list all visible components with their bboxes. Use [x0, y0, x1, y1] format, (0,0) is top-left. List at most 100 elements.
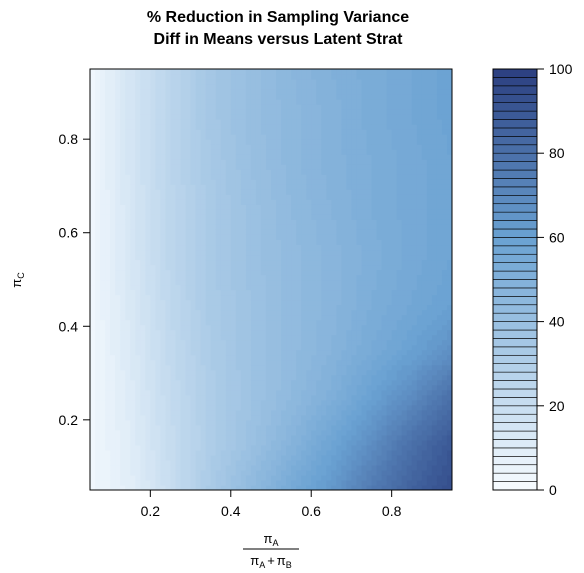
- heatmap-cell: [100, 89, 106, 95]
- heatmap-cell: [291, 349, 297, 356]
- heatmap-cell: [366, 284, 373, 291]
- heatmap-cell: [135, 339, 141, 346]
- heatmap-cell: [125, 294, 131, 301]
- heatmap-cell: [316, 459, 322, 466]
- heatmap-cell: [306, 234, 312, 240]
- heatmap-cell: [346, 144, 353, 150]
- heatmap-cell: [150, 249, 156, 256]
- heatmap-cell: [180, 364, 187, 371]
- heatmap-cell: [341, 364, 348, 371]
- heatmap-cell: [356, 349, 363, 356]
- heatmap-cell: [316, 354, 322, 361]
- heatmap-cell: [100, 344, 106, 351]
- heatmap-cell: [361, 384, 368, 391]
- heatmap-cell: [205, 134, 212, 140]
- heatmap-cell: [135, 294, 141, 301]
- heatmap-cell: [265, 94, 272, 100]
- heatmap-cell: [155, 364, 161, 371]
- heatmap-cell: [351, 164, 358, 170]
- heatmap-cell: [100, 419, 106, 426]
- heatmap-cell: [120, 449, 126, 456]
- heatmap-cell: [190, 444, 197, 451]
- heatmap-cell: [265, 329, 272, 336]
- heatmap-cell: [170, 254, 177, 261]
- heatmap-cell: [180, 239, 187, 246]
- heatmap-cell: [245, 439, 252, 446]
- heatmap-cell: [366, 474, 373, 481]
- heatmap-cell: [175, 74, 182, 80]
- heatmap-cell: [130, 399, 136, 406]
- heatmap-cell: [265, 89, 272, 95]
- heatmap-cell: [306, 414, 312, 421]
- heatmap-cell: [381, 124, 388, 130]
- heatmap-cell: [336, 384, 342, 391]
- heatmap-cell: [276, 189, 282, 195]
- heatmap-cell: [130, 234, 136, 240]
- heatmap-cell: [271, 464, 277, 471]
- heatmap-cell: [225, 229, 232, 235]
- heatmap-cell: [306, 349, 312, 356]
- heatmap-cell: [381, 364, 388, 371]
- heatmap-cell: [306, 484, 312, 490]
- heatmap-cell: [321, 379, 327, 386]
- heatmap-cell: [115, 214, 121, 220]
- heatmap-cell: [376, 244, 383, 251]
- heatmap-cell: [180, 209, 187, 215]
- heatmap-cell: [105, 169, 111, 175]
- heatmap-cell: [296, 424, 302, 431]
- heatmap-cell: [215, 294, 222, 301]
- heatmap-cell: [195, 334, 202, 341]
- heatmap-cell: [195, 429, 202, 436]
- heatmap-cell: [356, 339, 363, 346]
- heatmap-cell: [115, 269, 121, 276]
- heatmap-cell: [235, 204, 242, 210]
- heatmap-cell: [225, 309, 232, 316]
- heatmap-cell: [250, 274, 257, 281]
- heatmap-cell: [351, 269, 358, 276]
- heatmap-cell: [160, 124, 167, 130]
- heatmap-cell: [265, 179, 272, 185]
- heatmap-cell: [381, 159, 388, 165]
- heatmap-cell: [95, 259, 101, 266]
- heatmap-cell: [311, 199, 317, 205]
- heatmap-cell: [110, 299, 116, 306]
- heatmap-cell: [190, 179, 197, 185]
- heatmap-cell: [155, 284, 161, 291]
- heatmap-cell: [130, 224, 136, 230]
- heatmap-cell: [245, 169, 252, 175]
- heatmap-cell: [286, 154, 292, 160]
- heatmap-cell: [321, 74, 327, 80]
- heatmap-cell: [361, 369, 368, 376]
- heatmap-cell: [195, 389, 202, 396]
- heatmap-cell: [185, 404, 192, 411]
- heatmap-cell: [286, 139, 292, 145]
- heatmap-cell: [381, 289, 388, 296]
- heatmap-cell: [281, 304, 287, 311]
- heatmap-cell: [306, 279, 312, 286]
- heatmap-cell: [301, 139, 307, 145]
- heatmap-cell: [95, 194, 101, 200]
- heatmap-cell: [205, 394, 212, 401]
- heatmap-cell: [210, 349, 217, 356]
- heatmap-cell: [260, 89, 267, 95]
- heatmap-cell: [170, 289, 177, 296]
- heatmap-cell: [95, 369, 101, 376]
- heatmap-cell: [150, 294, 156, 301]
- heatmap-cell: [336, 439, 342, 446]
- heatmap-cell: [346, 69, 353, 75]
- heatmap-cell: [316, 134, 322, 140]
- heatmap-cell: [120, 474, 126, 481]
- heatmap-cell: [100, 289, 106, 296]
- heatmap-cell: [210, 229, 217, 235]
- heatmap-cell: [95, 409, 101, 416]
- heatmap-cell: [120, 424, 126, 431]
- heatmap-cell: [331, 279, 337, 286]
- heatmap-cell: [245, 484, 252, 490]
- heatmap-cell: [155, 169, 161, 175]
- heatmap-cell: [120, 409, 126, 416]
- heatmap-cell: [271, 394, 277, 401]
- heatmap-cell: [215, 309, 222, 316]
- heatmap-cell: [326, 259, 332, 266]
- heatmap-cell: [371, 184, 378, 190]
- heatmap-cell: [245, 129, 252, 135]
